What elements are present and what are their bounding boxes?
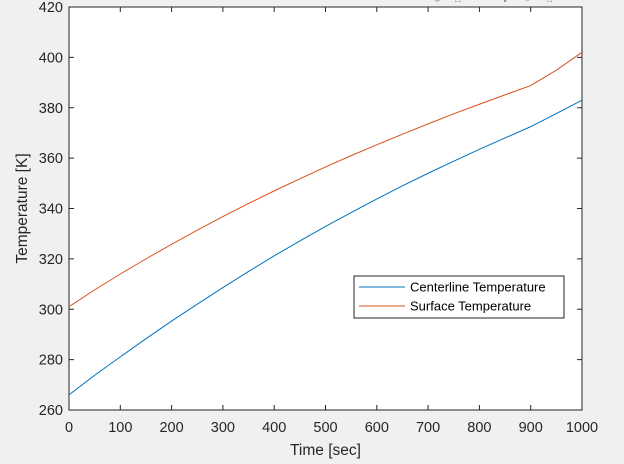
x-tick-label: 1000 xyxy=(566,420,598,436)
series-line-2 xyxy=(68,51,583,308)
x-tick-label: 400 xyxy=(262,420,286,436)
brush-icon[interactable]: ▫ xyxy=(478,0,490,5)
series-line-1 xyxy=(68,99,583,396)
zoom-icon[interactable]: ○ xyxy=(524,0,536,5)
x-tick-label: 300 xyxy=(211,420,235,436)
rotate-icon[interactable]: ⟲ xyxy=(432,0,444,5)
y-tick-label: 400 xyxy=(39,50,63,66)
legend-entry-label: Centerline Temperature xyxy=(410,280,546,295)
x-tick-label: 800 xyxy=(467,420,491,436)
x-tick-label: 0 xyxy=(65,420,73,436)
y-tick-label: 260 xyxy=(39,403,63,419)
legend[interactable]: Centerline Temperature Surface Temperatur… xyxy=(353,275,565,319)
x-axis-label: Time [sec] xyxy=(290,442,361,459)
y-tick-label: 280 xyxy=(39,353,63,369)
data-tip-icon[interactable]: □ xyxy=(455,0,467,5)
x-tick-label: 200 xyxy=(159,420,183,436)
y-axis-label: Temperature [K] xyxy=(14,153,31,263)
x-axis: 0 100 200 300 400 500 600 700 800 900 1000 xyxy=(65,7,598,436)
home-icon[interactable]: ⌂ xyxy=(547,0,559,5)
y-tick-label: 360 xyxy=(39,151,63,167)
y-tick-label: 340 xyxy=(39,202,63,218)
legend-box xyxy=(353,275,565,319)
y-tick-label: 300 xyxy=(39,302,63,318)
plot-area xyxy=(68,6,583,411)
x-tick-label: 700 xyxy=(416,420,440,436)
y-tick-label: 320 xyxy=(39,252,63,268)
x-tick-label: 600 xyxy=(365,420,389,436)
legend-entry-label: Surface Temperature xyxy=(410,299,531,314)
series-lines xyxy=(68,51,583,396)
pan-icon[interactable]: ✚ xyxy=(501,0,513,5)
x-tick-label: 500 xyxy=(313,420,337,436)
x-tick-label: 100 xyxy=(108,420,132,436)
y-tick-label: 380 xyxy=(39,101,63,117)
y-axis: 260 280 300 320 340 360 380 400 420 xyxy=(39,0,582,419)
x-tick-label: 900 xyxy=(519,420,543,436)
y-tick-label: 420 xyxy=(39,0,63,16)
